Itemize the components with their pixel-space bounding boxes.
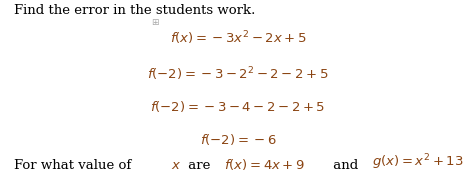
Text: Find the error in the students work.: Find the error in the students work. — [14, 4, 256, 17]
Text: are: are — [184, 159, 215, 172]
Text: and: and — [328, 159, 362, 172]
Text: $f(-2) = -3-2^2 - 2 - 2 + 5$: $f(-2) = -3-2^2 - 2 - 2 + 5$ — [147, 65, 329, 83]
Text: $f(x) = 4x + 9$: $f(x) = 4x + 9$ — [224, 157, 305, 172]
Text: ⊞: ⊞ — [151, 18, 159, 27]
Text: For what value of: For what value of — [14, 159, 136, 172]
Text: $x$: $x$ — [171, 159, 181, 172]
Text: $g(x) = x^2 + 13$: $g(x) = x^2 + 13$ — [372, 152, 463, 172]
Text: $f(-2) = -3 - 4 - 2 - 2 + 5$: $f(-2) = -3 - 4 - 2 - 2 + 5$ — [150, 99, 326, 114]
Text: $f(x) = -3x^2 - 2x + 5$: $f(x) = -3x^2 - 2x + 5$ — [169, 29, 307, 47]
Text: $f(-2) = -6$: $f(-2) = -6$ — [200, 132, 276, 147]
